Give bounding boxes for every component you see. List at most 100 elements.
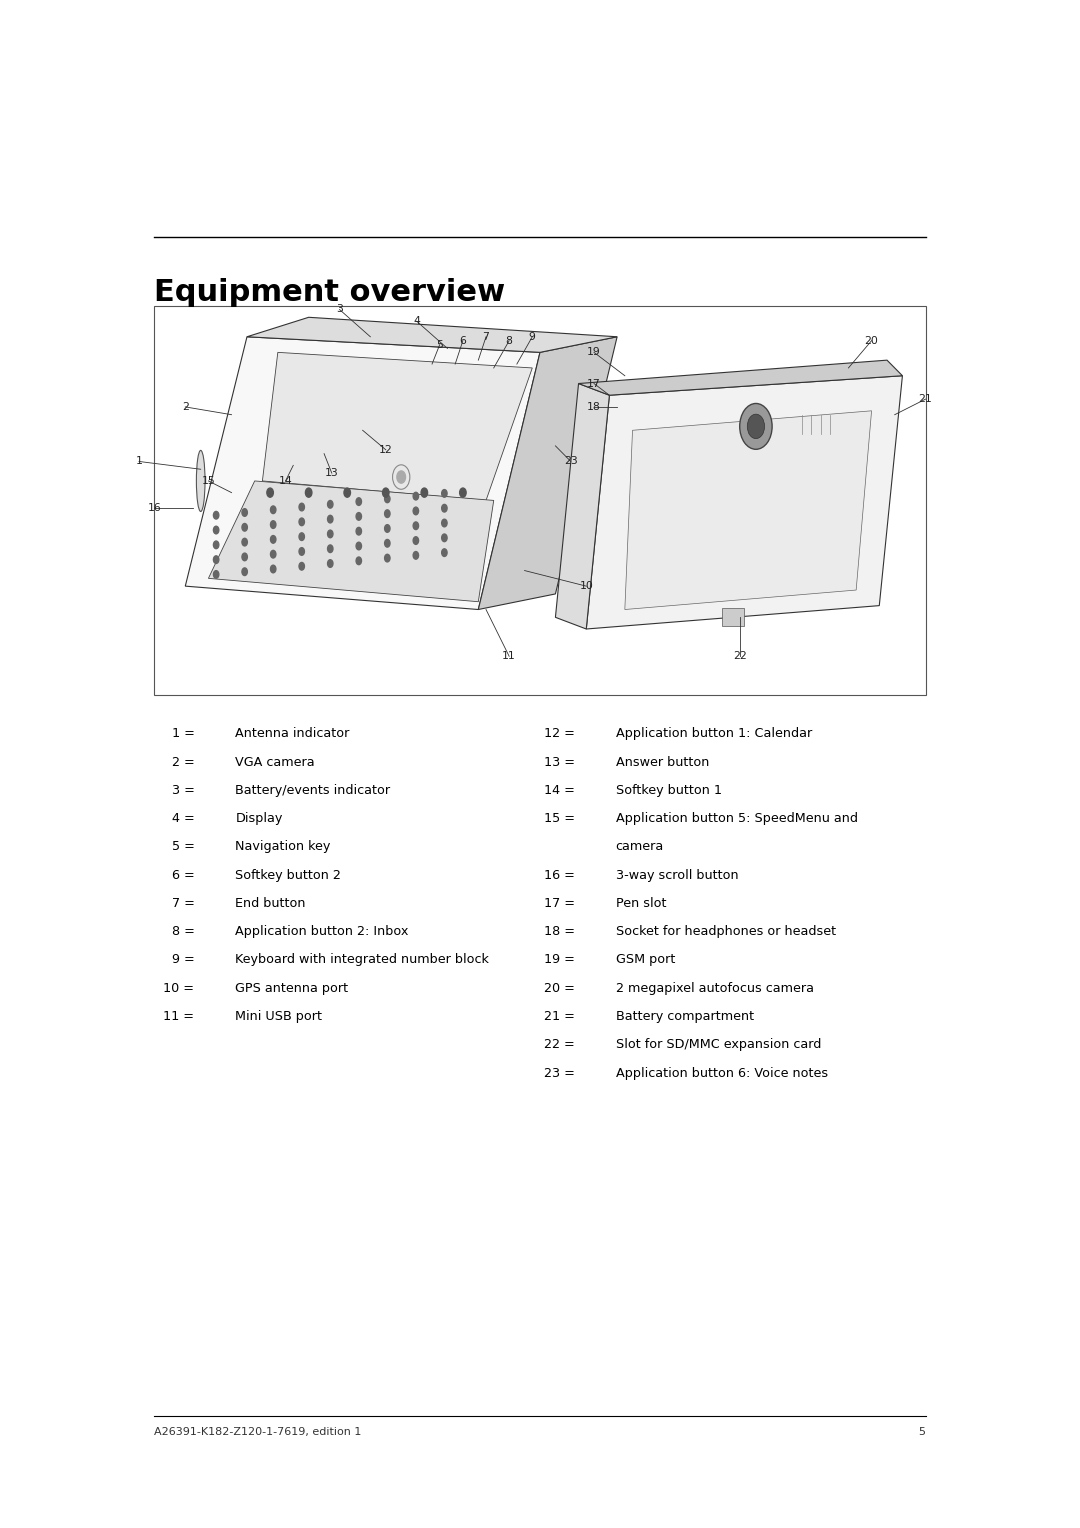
Circle shape bbox=[384, 495, 390, 503]
Text: Battery compartment: Battery compartment bbox=[616, 1010, 754, 1024]
Circle shape bbox=[747, 414, 765, 439]
Text: GPS antenna port: GPS antenna port bbox=[235, 983, 349, 995]
Text: 11: 11 bbox=[502, 651, 516, 662]
Circle shape bbox=[327, 515, 333, 523]
Text: 14 =: 14 = bbox=[543, 784, 575, 798]
Text: 10 =: 10 = bbox=[163, 983, 194, 995]
Text: 18 =: 18 = bbox=[543, 926, 575, 938]
Text: 18: 18 bbox=[588, 402, 600, 413]
Text: Navigation key: Navigation key bbox=[235, 840, 330, 854]
Text: 7: 7 bbox=[483, 332, 489, 342]
Text: 9 =: 9 = bbox=[172, 953, 194, 967]
Circle shape bbox=[740, 403, 772, 449]
Text: Application button 6: Voice notes: Application button 6: Voice notes bbox=[616, 1067, 827, 1080]
Text: A26391-K182-Z120-1-7619, edition 1: A26391-K182-Z120-1-7619, edition 1 bbox=[154, 1427, 362, 1438]
Text: Antenna indicator: Antenna indicator bbox=[235, 727, 350, 741]
Circle shape bbox=[442, 549, 447, 556]
Circle shape bbox=[299, 518, 305, 526]
Text: 10: 10 bbox=[579, 581, 593, 591]
Circle shape bbox=[382, 487, 389, 497]
Bar bbox=[723, 608, 744, 626]
Circle shape bbox=[214, 556, 219, 564]
Circle shape bbox=[396, 471, 405, 483]
Text: VGA camera: VGA camera bbox=[235, 755, 315, 769]
Circle shape bbox=[214, 512, 219, 520]
Circle shape bbox=[270, 521, 275, 529]
Text: Answer button: Answer button bbox=[616, 755, 708, 769]
Circle shape bbox=[421, 487, 428, 497]
Circle shape bbox=[327, 545, 333, 553]
Text: 21 =: 21 = bbox=[543, 1010, 575, 1024]
Circle shape bbox=[356, 558, 362, 565]
Polygon shape bbox=[478, 336, 617, 610]
Circle shape bbox=[356, 542, 362, 550]
Text: 13: 13 bbox=[325, 468, 339, 478]
Circle shape bbox=[414, 523, 419, 530]
Circle shape bbox=[242, 538, 247, 545]
Text: 21: 21 bbox=[919, 394, 932, 403]
Circle shape bbox=[327, 530, 333, 538]
Circle shape bbox=[270, 565, 275, 573]
Text: 20 =: 20 = bbox=[543, 983, 575, 995]
Circle shape bbox=[270, 506, 275, 513]
Text: End button: End button bbox=[235, 897, 306, 911]
Text: Application button 5: SpeedMenu and: Application button 5: SpeedMenu and bbox=[616, 811, 858, 825]
Polygon shape bbox=[262, 353, 532, 500]
Text: camera: camera bbox=[616, 840, 664, 854]
Circle shape bbox=[442, 489, 447, 497]
Polygon shape bbox=[555, 384, 609, 630]
Text: Display: Display bbox=[235, 811, 283, 825]
Circle shape bbox=[242, 553, 247, 561]
Text: 3 =: 3 = bbox=[172, 784, 194, 798]
Circle shape bbox=[414, 536, 419, 544]
Text: 22 =: 22 = bbox=[544, 1039, 575, 1051]
Text: Equipment overview: Equipment overview bbox=[154, 278, 505, 307]
Circle shape bbox=[414, 552, 419, 559]
Text: 2: 2 bbox=[181, 402, 189, 413]
Text: 2 megapixel autofocus camera: 2 megapixel autofocus camera bbox=[616, 983, 813, 995]
Text: Battery/events indicator: Battery/events indicator bbox=[235, 784, 391, 798]
Circle shape bbox=[299, 533, 305, 541]
Polygon shape bbox=[625, 411, 872, 610]
Circle shape bbox=[299, 547, 305, 555]
Circle shape bbox=[327, 559, 333, 567]
Circle shape bbox=[460, 487, 467, 497]
Text: 23: 23 bbox=[564, 457, 578, 466]
Circle shape bbox=[356, 498, 362, 506]
Text: 8 =: 8 = bbox=[172, 926, 194, 938]
Text: 6: 6 bbox=[459, 336, 467, 345]
Polygon shape bbox=[247, 318, 617, 353]
Text: 20: 20 bbox=[865, 336, 878, 345]
Circle shape bbox=[384, 555, 390, 562]
Text: 11 =: 11 = bbox=[163, 1010, 194, 1024]
Text: 5: 5 bbox=[919, 1427, 926, 1438]
Circle shape bbox=[242, 568, 247, 576]
Circle shape bbox=[270, 535, 275, 544]
Text: 4 =: 4 = bbox=[172, 811, 194, 825]
Text: 1: 1 bbox=[136, 457, 143, 466]
Text: Keyboard with integrated number block: Keyboard with integrated number block bbox=[235, 953, 489, 967]
Text: GSM port: GSM port bbox=[616, 953, 675, 967]
Circle shape bbox=[299, 562, 305, 570]
Text: 14: 14 bbox=[279, 475, 293, 486]
Polygon shape bbox=[208, 481, 494, 602]
Circle shape bbox=[214, 541, 219, 549]
Text: Socket for headphones or headset: Socket for headphones or headset bbox=[616, 926, 836, 938]
Text: 4: 4 bbox=[414, 316, 420, 325]
Text: Softkey button 2: Softkey button 2 bbox=[235, 868, 341, 882]
Text: 15 =: 15 = bbox=[543, 811, 575, 825]
Text: 3: 3 bbox=[336, 304, 343, 315]
Text: 7 =: 7 = bbox=[172, 897, 194, 911]
Text: Mini USB port: Mini USB port bbox=[235, 1010, 323, 1024]
Text: 19 =: 19 = bbox=[543, 953, 575, 967]
Circle shape bbox=[242, 524, 247, 532]
Text: 15: 15 bbox=[202, 475, 215, 486]
Text: 12: 12 bbox=[379, 445, 393, 455]
Text: Application button 1: Calendar: Application button 1: Calendar bbox=[616, 727, 812, 741]
Text: 16 =: 16 = bbox=[543, 868, 575, 882]
Text: 5 =: 5 = bbox=[172, 840, 194, 854]
Text: Softkey button 1: Softkey button 1 bbox=[616, 784, 721, 798]
Circle shape bbox=[343, 487, 351, 497]
Text: 13 =: 13 = bbox=[543, 755, 575, 769]
Bar bbox=[154, 306, 926, 695]
